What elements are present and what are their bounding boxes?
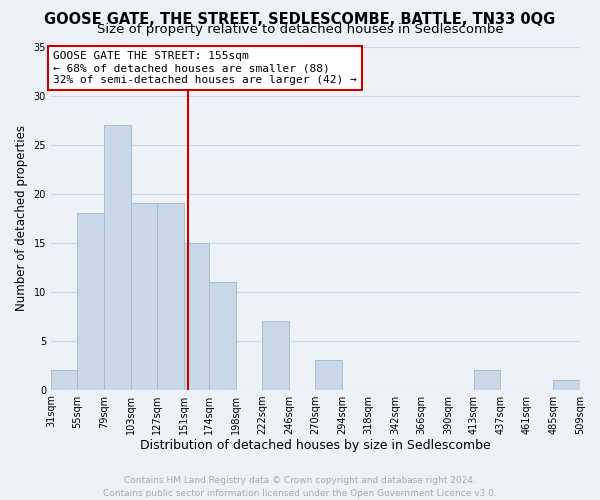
Bar (104, 125, 131, 390)
Bar (474, 370, 500, 390)
Bar (131, 204, 157, 390)
Bar (51, 370, 77, 390)
X-axis label: Distribution of detached houses by size in Sedlescombe: Distribution of detached houses by size … (140, 440, 491, 452)
Bar (77, 213, 104, 390)
Text: Size of property relative to detached houses in Sedlescombe: Size of property relative to detached ho… (97, 22, 503, 36)
Bar (553, 380, 580, 390)
Bar (262, 321, 289, 390)
Y-axis label: Number of detached properties: Number of detached properties (15, 125, 28, 311)
Bar (157, 204, 184, 390)
Bar (184, 242, 209, 390)
Bar (316, 360, 342, 390)
Bar (209, 282, 236, 390)
Text: GOOSE GATE, THE STREET, SEDLESCOMBE, BATTLE, TN33 0QG: GOOSE GATE, THE STREET, SEDLESCOMBE, BAT… (44, 12, 556, 28)
Text: GOOSE GATE THE STREET: 155sqm
← 68% of detached houses are smaller (88)
32% of s: GOOSE GATE THE STREET: 155sqm ← 68% of d… (53, 52, 357, 84)
Text: Contains HM Land Registry data © Crown copyright and database right 2024.
Contai: Contains HM Land Registry data © Crown c… (103, 476, 497, 498)
